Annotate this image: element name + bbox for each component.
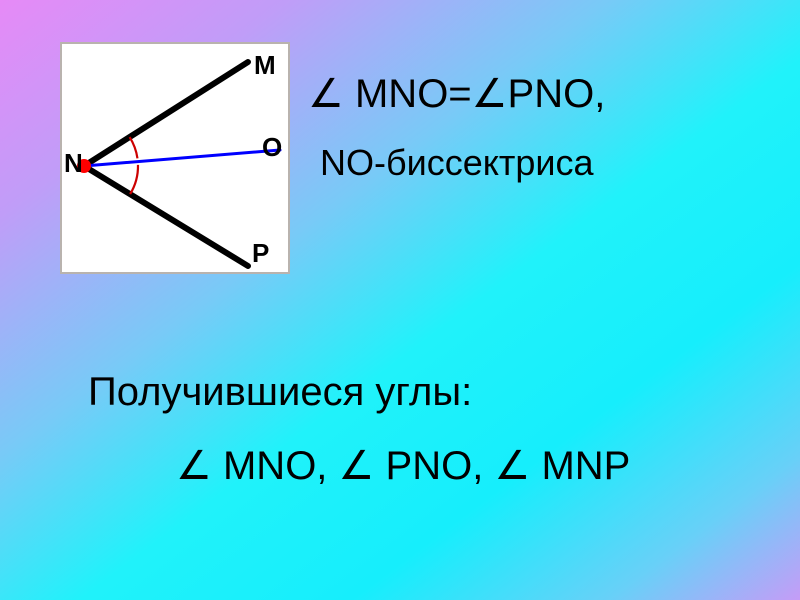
angle-list: ∠ MNO, ∠ PNO, ∠ MNP bbox=[176, 442, 630, 489]
result-heading-text: Получившиеся углы: bbox=[88, 370, 472, 414]
angle-mno: MNO, bbox=[223, 444, 327, 488]
angle-diagram: M N O P bbox=[60, 42, 290, 274]
angle-symbol-icon: ∠ bbox=[308, 70, 344, 117]
equation-angles-equal: ∠ MNO=∠PNO, bbox=[308, 70, 605, 117]
bisector-text: NO-биссектриса bbox=[320, 142, 594, 183]
svg-text:N: N bbox=[64, 148, 83, 178]
angle-diagram-svg: M N O P bbox=[62, 44, 288, 272]
eq-text-2: PNO, bbox=[508, 72, 606, 116]
angle-symbol-icon: ∠ bbox=[472, 70, 508, 117]
slide: MNOP ∠ MNO=∠PNO, NO-биссектриса Получивш… bbox=[0, 0, 800, 600]
angle-symbol-icon: ∠ bbox=[176, 442, 212, 489]
svg-text:M: M bbox=[254, 50, 276, 80]
svg-text:O: O bbox=[262, 132, 282, 162]
eq-text-1: MNO= bbox=[355, 72, 472, 116]
angle-symbol-icon: ∠ bbox=[494, 442, 530, 489]
svg-text:P: P bbox=[252, 238, 269, 268]
result-heading: Получившиеся углы: bbox=[88, 370, 472, 415]
angle-pno: PNO, bbox=[386, 444, 484, 488]
angle-mnp: MNP bbox=[541, 444, 630, 488]
slide-content: MNOP ∠ MNO=∠PNO, NO-биссектриса Получивш… bbox=[0, 0, 800, 600]
angle-symbol-icon: ∠ bbox=[339, 442, 375, 489]
bisector-label: NO-биссектриса bbox=[320, 142, 594, 184]
